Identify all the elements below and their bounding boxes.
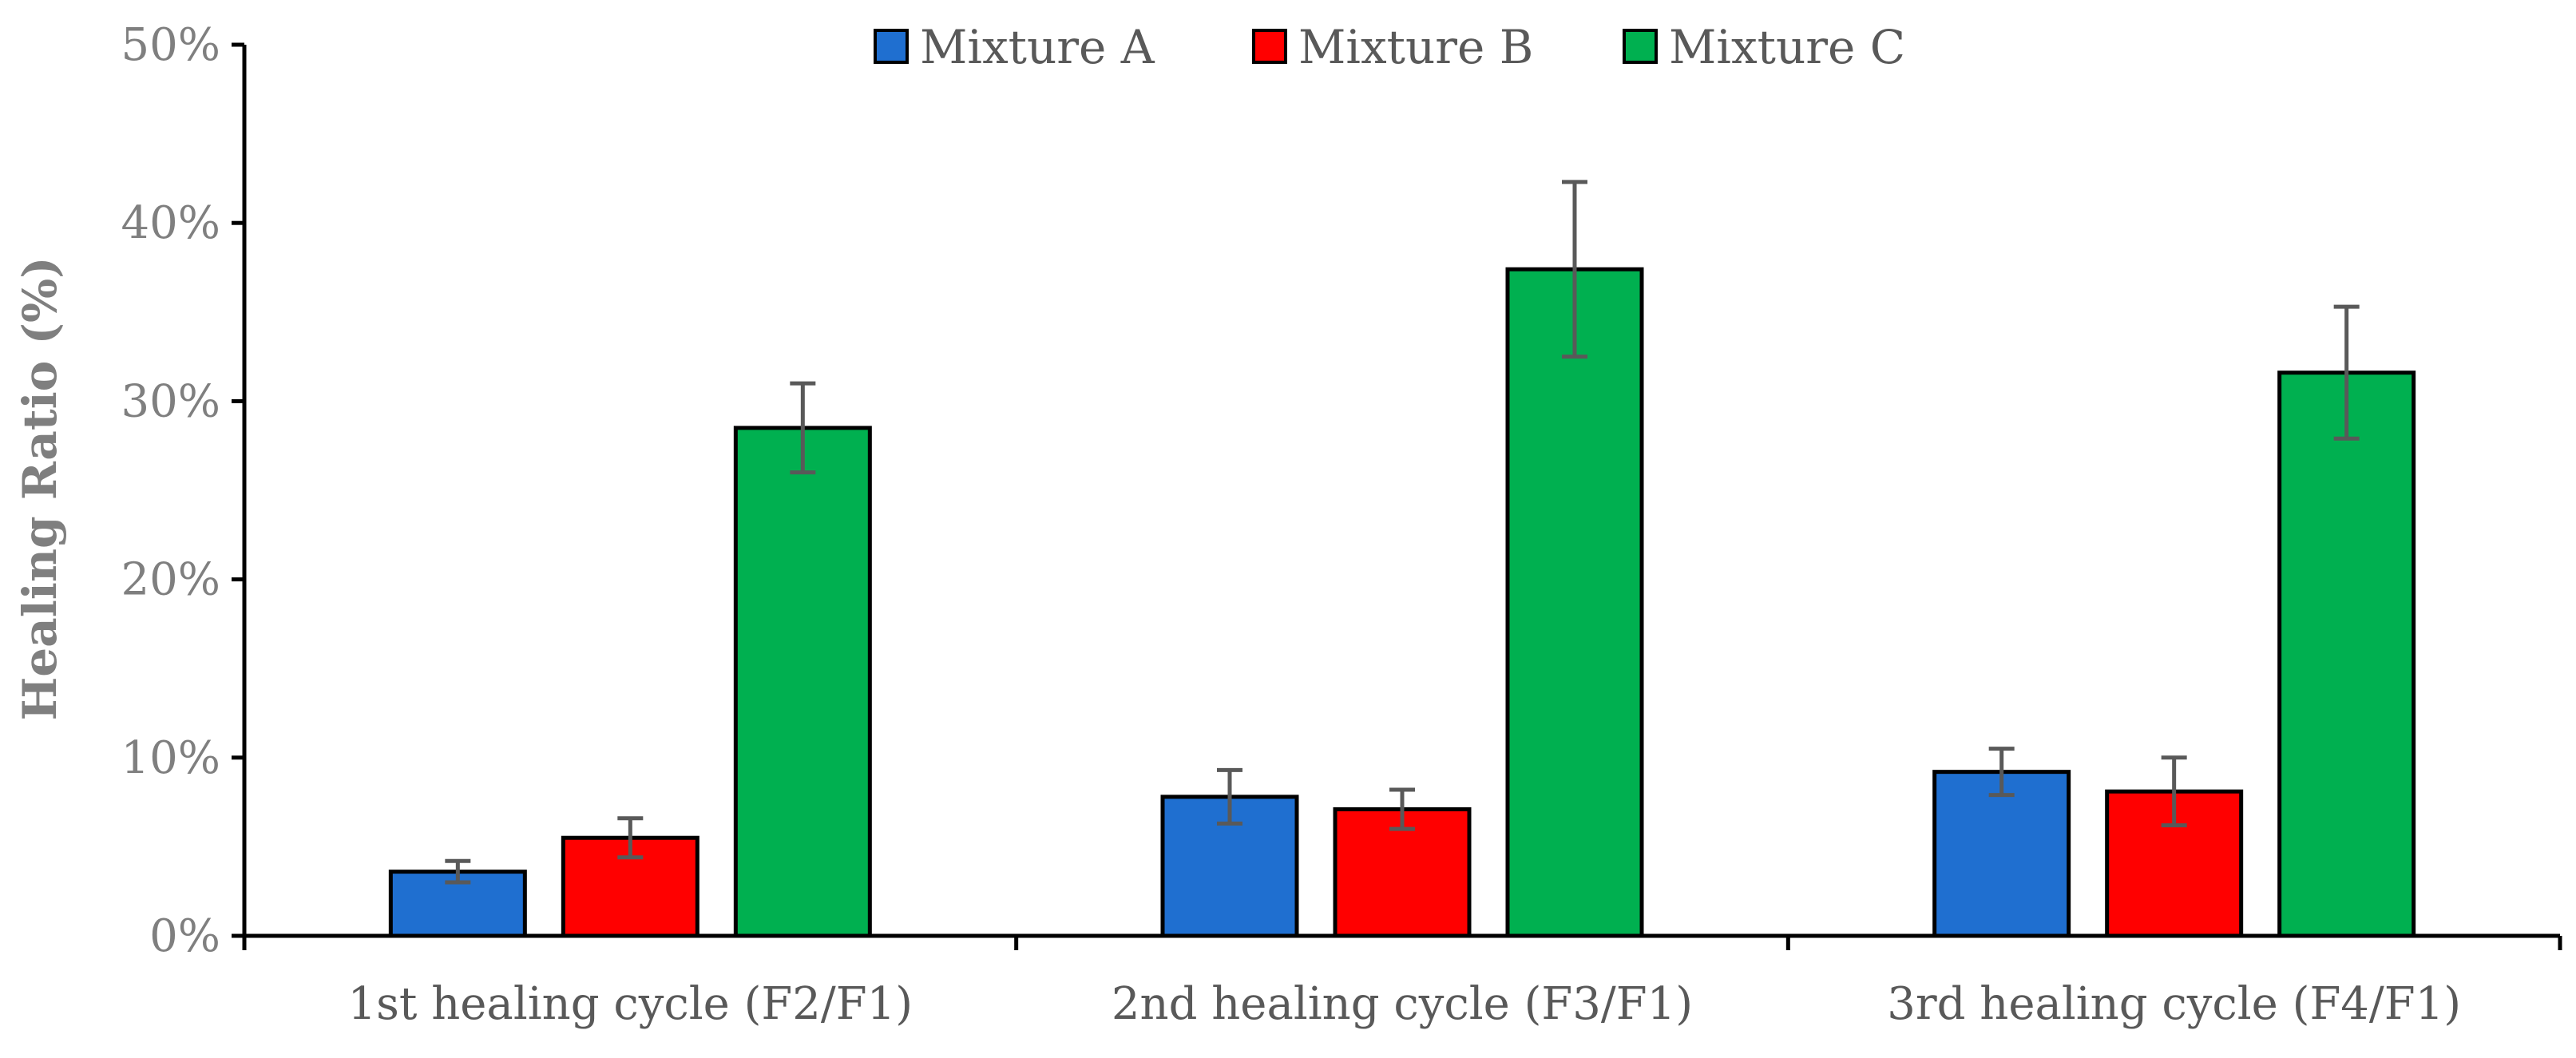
legend-label: Mixture B <box>1298 20 1533 74</box>
error-bar <box>2333 304 2360 441</box>
y-tick-label: 40% <box>121 197 220 249</box>
error-bar <box>790 381 816 475</box>
y-tick-label: 0% <box>149 910 220 962</box>
legend-item: Mixture C <box>1623 20 1905 74</box>
legend-label: Mixture C <box>1669 20 1905 74</box>
y-axis-title: Healing Ratio (%) <box>13 256 67 720</box>
x-category-label: 1st healing cycle (F2/F1) <box>348 978 913 1030</box>
y-tick-label: 30% <box>121 375 220 427</box>
error-bar <box>617 816 644 860</box>
error-bar <box>445 858 471 885</box>
error-bar <box>1217 767 1242 826</box>
x-category-label: 3rd healing cycle (F4/F1) <box>1887 978 2461 1030</box>
y-tick-label: 10% <box>121 732 220 784</box>
bar-mixture-c <box>2277 370 2416 938</box>
bar-mixture-c <box>1505 267 1644 938</box>
x-axis: 1st healing cycle (F2/F1) 2nd healing cyc… <box>242 933 2562 1030</box>
bar-mixture-c <box>733 426 872 938</box>
legend-item: Mixture B <box>1252 20 1533 74</box>
error-bar <box>1988 747 2015 798</box>
legend-swatch <box>1623 29 1658 64</box>
legend-swatch <box>1252 29 1287 64</box>
y-axis: 0% 10% 20% 30% 40% 50% <box>121 19 247 962</box>
legend: Mixture A Mixture B Mixture C <box>874 20 1905 74</box>
legend-swatch <box>874 29 909 64</box>
bar-mixture-a <box>1932 770 2071 938</box>
legend-label: Mixture A <box>920 20 1155 74</box>
y-tick-label: 50% <box>121 19 220 71</box>
error-bar <box>2161 755 2187 828</box>
legend-item: Mixture A <box>874 20 1155 74</box>
error-bar <box>1389 787 1415 831</box>
y-tick-label: 20% <box>121 554 220 606</box>
error-bar <box>1562 180 1587 359</box>
error-bars-layer <box>445 180 2360 885</box>
x-category-label: 2nd healing cycle (F3/F1) <box>1112 978 1693 1030</box>
bars-layer <box>388 267 2416 938</box>
